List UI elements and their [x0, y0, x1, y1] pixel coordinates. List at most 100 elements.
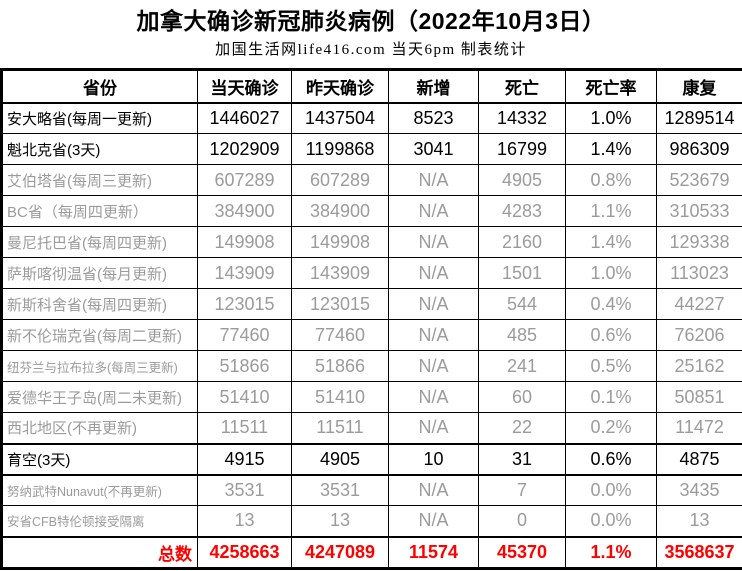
rate-cell: 0.1% [565, 381, 657, 413]
province-cell: 萨斯喀彻温省(每月更新) [1, 257, 198, 289]
yesterday-cell: 11511 [291, 412, 389, 444]
today-cell: 143909 [197, 257, 292, 289]
rate-cell: 0.2% [565, 412, 657, 444]
rate-cell: 1.4% [565, 226, 657, 258]
total-label-cell: 总数 [1, 535, 198, 569]
province-cell: BC省（每周四更新） [1, 195, 198, 227]
deaths-cell: 7 [478, 474, 566, 506]
yesterday-cell: 123015 [291, 288, 389, 320]
col-header-new: 新增 [388, 69, 479, 104]
rate-cell: 1.1% [565, 195, 657, 227]
total-yesterday-cell: 4247089 [291, 535, 389, 569]
page-title: 加拿大确诊新冠肺炎病例（2022年10月3日） [136, 8, 606, 34]
province-cell: 魁北克省(3天) [1, 133, 198, 165]
rate-cell: 0.0% [565, 474, 657, 506]
recovered-cell: 986309 [656, 133, 742, 165]
yesterday-cell: 607289 [291, 164, 389, 196]
new-cell: N/A [388, 164, 479, 196]
yesterday-cell: 1437504 [291, 102, 389, 134]
today-cell: 3531 [197, 474, 292, 506]
new-cell: N/A [388, 350, 479, 382]
recovered-cell: 25162 [656, 350, 742, 382]
today-cell: 384900 [197, 195, 292, 227]
col-header-rate: 死亡率 [565, 69, 657, 104]
today-cell: 13 [197, 505, 292, 537]
recovered-cell: 4875 [656, 442, 742, 476]
rate-cell: 1.4% [565, 133, 657, 165]
table-row: 安省CFB特伦顿接受隔离 13 13 N/A 0 0.0% 13 [1, 505, 742, 537]
table-row: 纽芬兰与拉布拉多(每周三更新) 51866 51866 N/A 241 0.5% 25162 [1, 350, 742, 382]
deaths-cell: 544 [478, 288, 566, 320]
deaths-cell: 2160 [478, 226, 566, 258]
recovered-cell: 3435 [656, 474, 742, 506]
recovered-cell: 310533 [656, 195, 742, 227]
table-row: 曼尼托巴省(每周四更新) 149908 149908 N/A 2160 1.4% 12933… [1, 226, 742, 258]
today-cell: 123015 [197, 288, 292, 320]
new-cell: N/A [388, 412, 479, 444]
province-cell: 安大略省(每周一更新) [1, 102, 198, 134]
today-cell: 1202909 [197, 133, 292, 165]
deaths-cell: 31 [478, 442, 566, 476]
province-cell: 努纳武特Nunavut(不再更新) [1, 474, 198, 506]
table-row: 萨斯喀彻温省(每月更新) 143909 143909 N/A 1501 1.0% 11302… [1, 257, 742, 289]
new-cell: N/A [388, 288, 479, 320]
new-cell: N/A [388, 381, 479, 413]
table-row: 育空(3天) 4915 4905 10 31 0.6% 4875 [1, 442, 742, 476]
recovered-cell: 50851 [656, 381, 742, 413]
deaths-cell: 60 [478, 381, 566, 413]
province-cell: 曼尼托巴省(每周四更新) [1, 226, 198, 258]
yesterday-cell: 77460 [291, 319, 389, 351]
yesterday-cell: 149908 [291, 226, 389, 258]
province-cell: 西北地区(不再更新) [1, 412, 198, 444]
yesterday-cell: 51410 [291, 381, 389, 413]
rate-cell: 0.8% [565, 164, 657, 196]
deaths-cell: 1501 [478, 257, 566, 289]
total-deaths-cell: 45370 [478, 535, 566, 569]
rate-cell: 0.5% [565, 350, 657, 382]
deaths-cell: 241 [478, 350, 566, 382]
province-cell: 新斯科舍省(每周四更新) [1, 288, 198, 320]
table-row: 努纳武特Nunavut(不再更新) 3531 3531 N/A 7 0.0% 3435 [1, 474, 742, 506]
new-cell: N/A [388, 474, 479, 506]
header-row: 省份 当天确诊 昨天确诊 新增 死亡 死亡率 康复 [1, 69, 742, 104]
new-cell: N/A [388, 195, 479, 227]
total-recovered-cell: 3568637 [656, 535, 742, 569]
table-row: 新不伦瑞克省(每周二更新) 77460 77460 N/A 485 0.6% 76206 [1, 319, 742, 351]
recovered-cell: 113023 [656, 257, 742, 289]
today-cell: 51866 [197, 350, 292, 382]
col-header-deaths: 死亡 [478, 69, 566, 104]
rate-cell: 1.0% [565, 257, 657, 289]
province-cell: 安省CFB特伦顿接受隔离 [1, 505, 198, 537]
table-row: 西北地区(不再更新) 11511 11511 N/A 22 0.2% 11472 [1, 412, 742, 444]
new-cell: 10 [388, 442, 479, 476]
deaths-cell: 0 [478, 505, 566, 537]
new-cell: N/A [388, 226, 479, 258]
deaths-cell: 14332 [478, 102, 566, 134]
today-cell: 149908 [197, 226, 292, 258]
recovered-cell: 1289514 [656, 102, 742, 134]
rate-cell: 0.6% [565, 442, 657, 476]
yesterday-cell: 13 [291, 505, 389, 537]
province-cell: 爱德华王子岛(周二未更新) [1, 381, 198, 413]
recovered-cell: 11472 [656, 412, 742, 444]
deaths-cell: 485 [478, 319, 566, 351]
new-cell: 8523 [388, 102, 479, 134]
province-cell: 新不伦瑞克省(每周二更新) [1, 319, 198, 351]
table-row: BC省（每周四更新） 384900 384900 N/A 4283 1.1% 310533 [1, 195, 742, 227]
new-cell: 3041 [388, 133, 479, 165]
col-header-recovered: 康复 [656, 69, 742, 104]
table-body: 安大略省(每周一更新) 1446027 1437504 8523 14332 1.0% 12… [1, 102, 742, 537]
today-cell: 4915 [197, 442, 292, 476]
today-cell: 77460 [197, 319, 292, 351]
new-cell: N/A [388, 257, 479, 289]
col-header-yesterday: 昨天确诊 [291, 69, 389, 104]
table-row: 爱德华王子岛(周二未更新) 51410 51410 N/A 60 0.1% 50851 [1, 381, 742, 413]
recovered-cell: 129338 [656, 226, 742, 258]
yesterday-cell: 3531 [291, 474, 389, 506]
page-subtitle: 加国生活网life416.com 当天6pm 制表统计 [215, 42, 527, 58]
yesterday-cell: 1199868 [291, 133, 389, 165]
province-cell: 纽芬兰与拉布拉多(每周三更新) [1, 350, 198, 382]
today-cell: 1446027 [197, 102, 292, 134]
rate-cell: 1.0% [565, 102, 657, 134]
deaths-cell: 4283 [478, 195, 566, 227]
